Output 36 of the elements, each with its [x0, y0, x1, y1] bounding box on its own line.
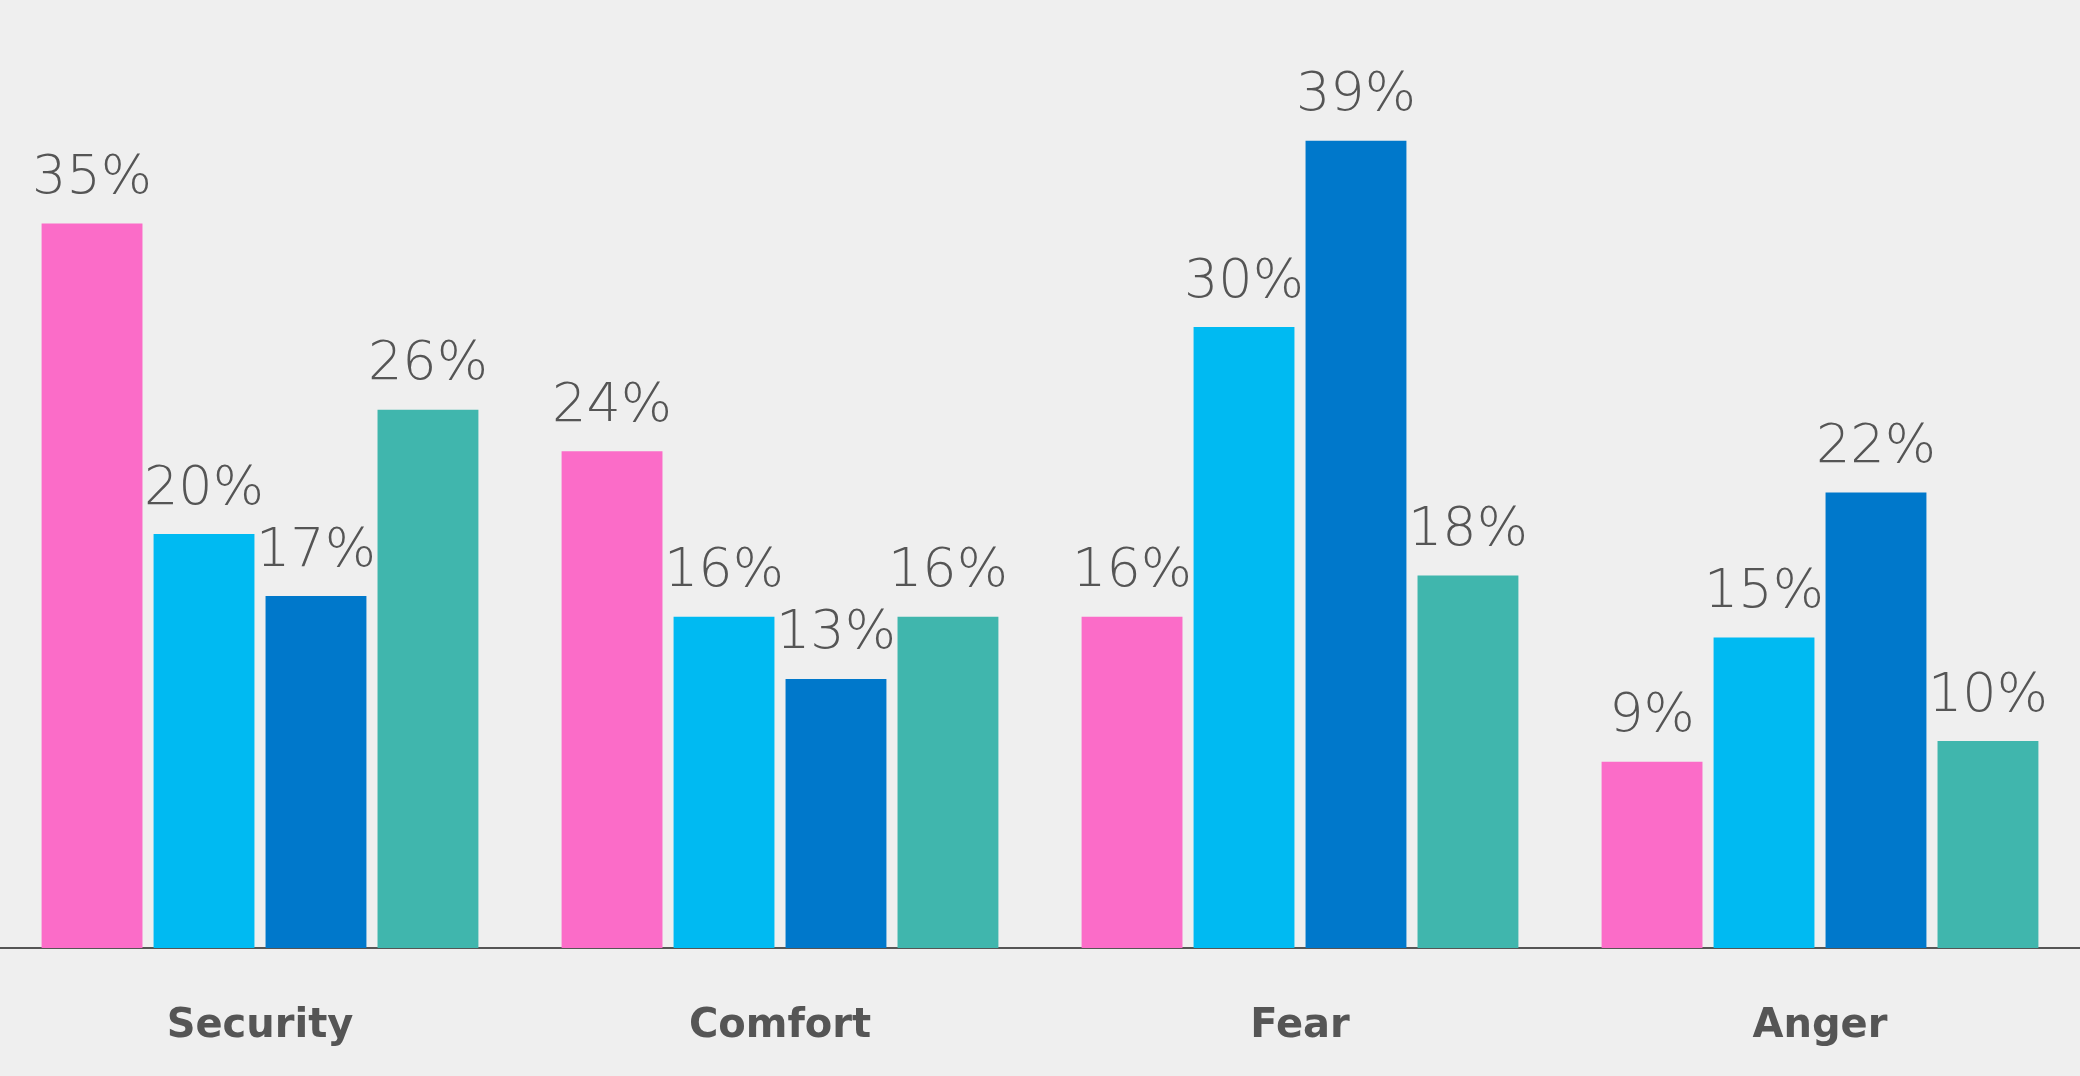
data-label: 24% — [552, 370, 673, 434]
data-label: 35% — [32, 143, 153, 206]
data-label: 16% — [664, 536, 785, 600]
bar — [897, 616, 999, 948]
bar — [1713, 637, 1815, 948]
x-tick-label: Fear — [1250, 1000, 1351, 1046]
data-label: 16% — [887, 536, 1008, 600]
data-label: 15% — [1704, 557, 1825, 620]
data-label: 20% — [144, 453, 265, 517]
x-tick-label: Comfort — [688, 1000, 872, 1046]
data-label: 39% — [1295, 60, 1416, 124]
bar — [265, 596, 367, 948]
bar — [1825, 492, 1927, 948]
bar — [377, 409, 479, 948]
bar — [561, 451, 663, 948]
data-label: 13% — [775, 598, 896, 662]
bar — [153, 534, 255, 948]
x-tick-label: Anger — [1752, 1000, 1888, 1046]
bar — [1305, 140, 1407, 948]
bar — [1081, 616, 1183, 948]
data-label: 30% — [1184, 246, 1305, 310]
data-label: 22% — [1815, 412, 1936, 476]
data-label: 16% — [1072, 536, 1193, 600]
bar — [1937, 741, 2039, 948]
bar — [785, 678, 887, 948]
data-label: 26% — [367, 329, 488, 393]
data-label: 9% — [1609, 681, 1695, 745]
bar — [673, 616, 775, 948]
x-tick-label: Security — [166, 1000, 354, 1046]
data-label: 18% — [1407, 494, 1528, 558]
bar — [1193, 327, 1295, 948]
data-label: 10% — [1927, 660, 2048, 724]
data-label: 17% — [255, 515, 376, 579]
bar — [41, 223, 143, 948]
bar — [1417, 575, 1519, 948]
bar — [1601, 761, 1703, 948]
